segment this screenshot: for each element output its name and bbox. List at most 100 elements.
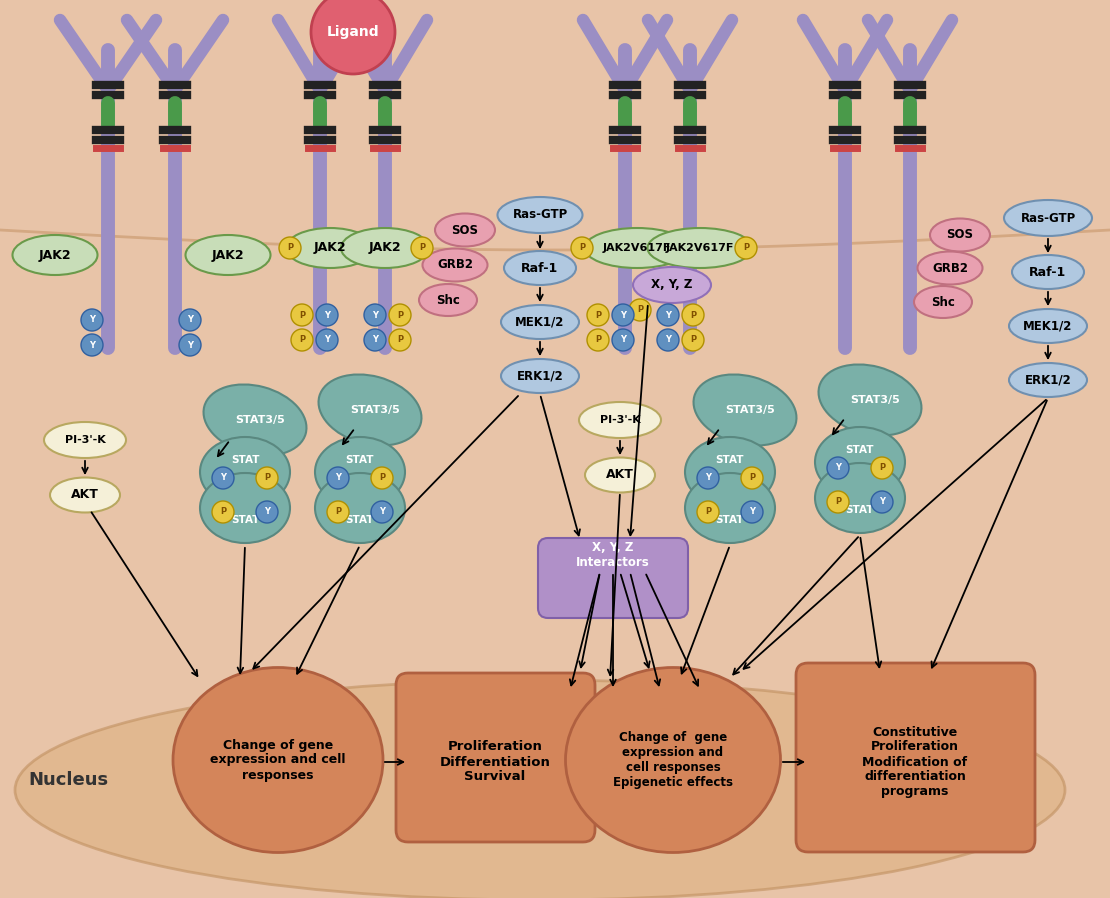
Text: AKT: AKT [606, 469, 634, 481]
Circle shape [827, 491, 849, 513]
Ellipse shape [815, 463, 905, 533]
Text: P: P [705, 507, 712, 516]
Text: Y: Y [335, 473, 341, 482]
Circle shape [571, 237, 593, 259]
Circle shape [327, 501, 349, 523]
Circle shape [612, 304, 634, 326]
Text: STAT: STAT [231, 515, 260, 525]
FancyBboxPatch shape [0, 0, 1110, 230]
Circle shape [657, 329, 679, 351]
Text: Shc: Shc [931, 295, 955, 309]
Text: Y: Y [89, 340, 95, 349]
Text: Ligand: Ligand [326, 25, 380, 39]
Text: JAK2: JAK2 [314, 242, 346, 254]
Circle shape [735, 237, 757, 259]
Text: STAT: STAT [231, 455, 260, 465]
Text: ERK1/2: ERK1/2 [516, 369, 564, 383]
Text: STAT: STAT [846, 505, 875, 515]
Text: JAK2: JAK2 [39, 249, 71, 261]
Text: P: P [743, 243, 749, 252]
Text: P: P [595, 336, 601, 345]
Circle shape [179, 334, 201, 356]
Ellipse shape [1009, 309, 1087, 343]
Text: P: P [579, 243, 585, 252]
Circle shape [316, 329, 339, 351]
Text: P: P [690, 311, 696, 320]
Text: Raf-1: Raf-1 [522, 261, 558, 275]
Text: P: P [299, 336, 305, 345]
Text: Y: Y [372, 311, 379, 320]
Ellipse shape [50, 478, 120, 513]
Circle shape [291, 329, 313, 351]
Text: Y: Y [879, 497, 885, 506]
Text: P: P [397, 311, 403, 320]
Ellipse shape [565, 667, 780, 852]
Text: Y: Y [186, 340, 193, 349]
Text: Y: Y [324, 311, 330, 320]
Ellipse shape [1005, 200, 1092, 236]
Text: Y: Y [749, 507, 755, 516]
Circle shape [657, 304, 679, 326]
Text: Y: Y [705, 473, 712, 482]
Text: GRB2: GRB2 [932, 261, 968, 275]
Circle shape [871, 491, 894, 513]
Text: P: P [379, 473, 385, 482]
Circle shape [311, 0, 395, 74]
Ellipse shape [315, 473, 405, 543]
Circle shape [697, 501, 719, 523]
Text: JAK2V617F: JAK2V617F [666, 243, 734, 253]
Ellipse shape [930, 218, 990, 251]
FancyBboxPatch shape [538, 538, 688, 618]
Ellipse shape [1012, 255, 1084, 289]
Circle shape [629, 299, 650, 321]
Ellipse shape [818, 365, 921, 436]
Circle shape [279, 237, 301, 259]
Text: SOS: SOS [452, 224, 478, 236]
Text: P: P [418, 243, 425, 252]
Circle shape [741, 501, 763, 523]
Text: MEK1/2: MEK1/2 [1023, 320, 1072, 332]
Text: Raf-1: Raf-1 [1029, 266, 1067, 278]
Text: STAT: STAT [716, 455, 744, 465]
Text: STAT3/5: STAT3/5 [725, 405, 775, 415]
Text: Y: Y [665, 311, 672, 320]
Text: ERK1/2: ERK1/2 [1025, 374, 1071, 386]
Circle shape [212, 467, 234, 489]
FancyBboxPatch shape [0, 210, 1110, 898]
Circle shape [327, 467, 349, 489]
Text: X, Y, Z: X, Y, Z [652, 278, 693, 292]
Ellipse shape [1009, 363, 1087, 397]
Text: AKT: AKT [71, 489, 99, 501]
Text: P: P [749, 473, 755, 482]
Text: P: P [299, 311, 305, 320]
Circle shape [682, 329, 704, 351]
Circle shape [179, 309, 201, 331]
Text: Y: Y [665, 336, 672, 345]
Ellipse shape [286, 228, 374, 268]
Ellipse shape [647, 228, 753, 268]
Text: P: P [335, 507, 341, 516]
Ellipse shape [579, 402, 660, 438]
Ellipse shape [12, 235, 98, 275]
Text: X, Y, Z
Interactors: X, Y, Z Interactors [576, 541, 649, 569]
Ellipse shape [203, 384, 306, 455]
FancyBboxPatch shape [796, 663, 1035, 852]
Text: P: P [879, 463, 885, 472]
Text: PI-3'-K: PI-3'-K [599, 415, 640, 425]
Circle shape [81, 334, 103, 356]
Text: Y: Y [379, 507, 385, 516]
Circle shape [371, 467, 393, 489]
Text: Ras-GTP: Ras-GTP [513, 208, 567, 222]
Circle shape [682, 304, 704, 326]
Ellipse shape [44, 422, 127, 458]
Circle shape [871, 457, 894, 479]
Ellipse shape [504, 251, 576, 285]
Text: P: P [397, 336, 403, 345]
Text: Proliferation
Differentiation
Survival: Proliferation Differentiation Survival [440, 741, 551, 783]
Text: Constitutive
Proliferation
Modification of
differentiation
programs: Constitutive Proliferation Modification … [862, 726, 968, 798]
Text: STAT: STAT [345, 455, 374, 465]
Circle shape [364, 304, 386, 326]
Ellipse shape [501, 359, 579, 393]
Circle shape [256, 501, 278, 523]
Ellipse shape [200, 473, 290, 543]
